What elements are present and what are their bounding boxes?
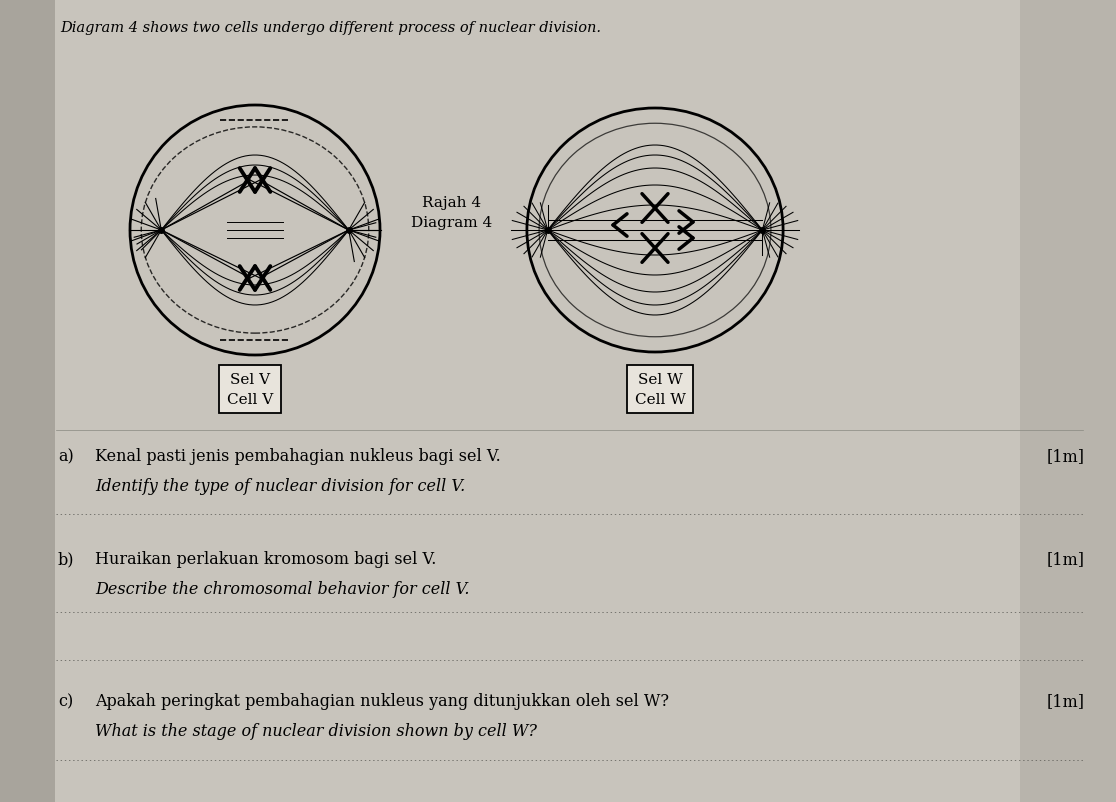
Bar	[1020, 0, 1116, 802]
Text: Identify the type of nuclear division for cell V.: Identify the type of nuclear division fo…	[95, 477, 465, 494]
Text: Sel W
Cell W: Sel W Cell W	[635, 373, 685, 407]
Text: [1m]: [1m]	[1047, 550, 1085, 567]
Text: b): b)	[58, 550, 75, 567]
Text: a): a)	[58, 448, 74, 464]
Text: [1m]: [1m]	[1047, 448, 1085, 464]
Text: Rajah 4
Diagram 4: Rajah 4 Diagram 4	[412, 196, 492, 229]
Text: What is the stage of nuclear division shown by cell W?: What is the stage of nuclear division sh…	[95, 722, 537, 739]
Text: Kenal pasti jenis pembahagian nukleus bagi sel V.: Kenal pasti jenis pembahagian nukleus ba…	[95, 448, 501, 464]
Text: Diagram 4 shows two cells undergo different process of nuclear division.: Diagram 4 shows two cells undergo differ…	[60, 21, 602, 35]
Text: Huraikan perlakuan kromosom bagi sel V.: Huraikan perlakuan kromosom bagi sel V.	[95, 550, 436, 567]
Text: c): c)	[58, 692, 74, 709]
Text: Sel V
Cell V: Sel V Cell V	[227, 373, 273, 407]
Text: Describe the chromosomal behavior for cell V.: Describe the chromosomal behavior for ce…	[95, 581, 470, 597]
Bar	[0, 0, 55, 802]
Text: [1m]: [1m]	[1047, 692, 1085, 709]
Text: Apakah peringkat pembahagian nukleus yang ditunjukkan oleh sel W?: Apakah peringkat pembahagian nukleus yan…	[95, 692, 668, 709]
